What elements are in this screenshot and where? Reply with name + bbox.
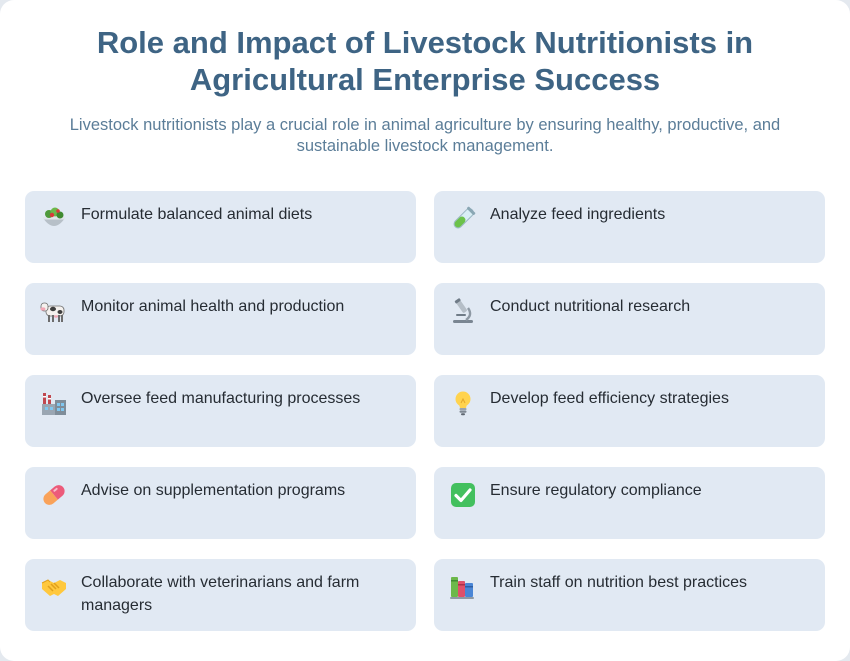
salad-bowl-icon — [40, 205, 68, 233]
roles-grid: Formulate balanced animal diets Analyze … — [25, 191, 825, 631]
role-item-diets: Formulate balanced animal diets — [25, 191, 416, 263]
handshake-icon — [40, 573, 68, 601]
books-icon — [449, 573, 477, 601]
role-label: Monitor animal health and production — [81, 298, 345, 315]
role-label: Analyze feed ingredients — [490, 206, 666, 223]
role-item-research: Conduct nutritional research — [434, 283, 825, 355]
role-item-efficiency: Develop feed efficiency strategies — [434, 375, 825, 447]
page-subtitle: Livestock nutritionists play a crucial r… — [69, 116, 781, 155]
role-item-feed-analysis: Analyze feed ingredients — [434, 191, 825, 263]
cow-icon — [40, 297, 68, 325]
page-title: Role and Impact of Livestock Nutritionis… — [96, 25, 754, 97]
role-label: Conduct nutritional research — [490, 298, 691, 315]
role-item-supplementation: Advise on supplementation programs — [25, 467, 416, 539]
role-label: Develop feed efficiency strategies — [490, 390, 729, 407]
pill-icon — [40, 481, 68, 509]
role-item-training: Train staff on nutrition best practices — [434, 559, 825, 631]
role-label: Formulate balanced animal diets — [81, 206, 313, 223]
role-label: Collaborate with veterinarians and farm … — [81, 574, 360, 614]
check-mark-icon — [449, 481, 477, 509]
light-bulb-icon — [449, 389, 477, 417]
role-item-health-monitoring: Monitor animal health and production — [25, 283, 416, 355]
role-label: Train staff on nutrition best practices — [490, 574, 748, 591]
role-label: Advise on supplementation programs — [81, 482, 346, 499]
test-tube-icon — [449, 205, 477, 233]
microscope-icon — [449, 297, 477, 325]
factory-icon — [40, 389, 68, 417]
role-item-manufacturing: Oversee feed manufacturing processes — [25, 375, 416, 447]
role-item-collaboration: Collaborate with veterinarians and farm … — [25, 559, 416, 631]
role-label: Ensure regulatory compliance — [490, 482, 702, 499]
role-label: Oversee feed manufacturing processes — [81, 390, 361, 407]
role-item-compliance: Ensure regulatory compliance — [434, 467, 825, 539]
